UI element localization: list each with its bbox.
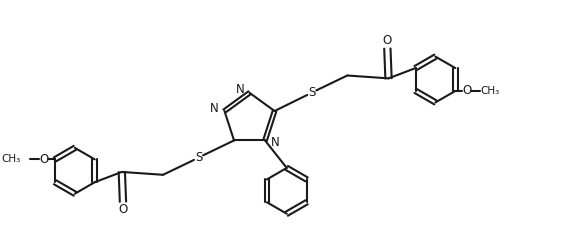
Text: O: O xyxy=(39,153,48,166)
Text: S: S xyxy=(195,151,202,164)
Text: CH₃: CH₃ xyxy=(480,86,499,96)
Text: O: O xyxy=(462,84,472,97)
Text: CH₃: CH₃ xyxy=(1,154,20,164)
Text: S: S xyxy=(308,86,315,99)
Text: N: N xyxy=(236,83,245,96)
Text: N: N xyxy=(271,136,280,149)
Text: O: O xyxy=(118,203,128,216)
Text: N: N xyxy=(210,102,219,115)
Text: O: O xyxy=(383,34,392,47)
